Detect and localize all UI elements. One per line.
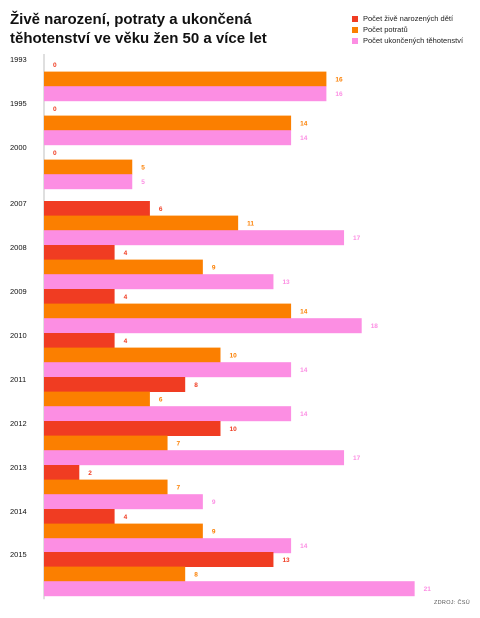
value-label-pocet-ukoncenych-tehotenstvi-2014: 14 <box>300 543 308 550</box>
value-label-pocet-ukoncenych-tehotenstvi-2011: 14 <box>300 411 308 418</box>
bar-pocet-ukoncenych-tehotenstvi-2000 <box>44 174 133 190</box>
legend-label-live-births: Počet živě narozených dětí <box>363 14 454 23</box>
bar-pocet-ukoncenych-tehotenstvi-2015 <box>44 581 415 597</box>
bar-pocet-potratu-1993 <box>44 71 327 87</box>
bar-pocet-potratu-2011 <box>44 391 150 407</box>
value-label-pocet-ukoncenych-tehotenstvi-2015: 21 <box>424 586 432 593</box>
value-label-pocet-potratu-2014: 9 <box>212 529 216 536</box>
bar-pocet-potratu-2000 <box>44 159 133 175</box>
bar-pocet-ukoncenych-tehotenstvi-2010 <box>44 362 292 378</box>
value-label-pocet-potratu-2012: 7 <box>177 441 181 448</box>
value-label-pocet-zive-narozenych-deti-2000: 0 <box>53 150 57 157</box>
bar-pocet-zive-narozenych-deti-2008 <box>44 245 115 260</box>
bar-pocet-ukoncenych-tehotenstvi-2014 <box>44 538 292 554</box>
bar-pocet-zive-narozenych-deti-2012 <box>44 421 221 436</box>
bar-pocet-potratu-2008 <box>44 259 203 275</box>
legend-swatch-abortions <box>352 26 358 33</box>
bar-pocet-potratu-2010 <box>44 347 221 363</box>
category-label-1995: 1995 <box>10 99 27 108</box>
value-label-pocet-zive-narozenych-deti-2015: 13 <box>282 557 290 564</box>
bar-pocet-potratu-2009 <box>44 303 292 319</box>
value-label-pocet-zive-narozenych-deti-2008: 4 <box>124 250 128 257</box>
category-label-2013: 2013 <box>10 463 27 472</box>
value-label-pocet-zive-narozenych-deti-2007: 6 <box>159 206 163 213</box>
bar-pocet-potratu-2015 <box>44 566 186 582</box>
value-label-pocet-ukoncenych-tehotenstvi-1995: 14 <box>300 135 308 142</box>
value-label-pocet-ukoncenych-tehotenstvi-2007: 17 <box>353 235 361 242</box>
value-label-pocet-potratu-2000: 5 <box>141 165 145 172</box>
value-label-pocet-ukoncenych-tehotenstvi-2008: 13 <box>282 279 290 286</box>
value-label-pocet-potratu-2013: 7 <box>177 485 181 492</box>
value-label-pocet-potratu-2007: 11 <box>247 221 254 228</box>
bar-pocet-zive-narozenych-deti-2011 <box>44 377 186 392</box>
chart-title: Živě narození, potraty a ukončená těhote… <box>10 11 267 47</box>
bar-pocet-zive-narozenych-deti-2007 <box>44 201 150 216</box>
value-label-pocet-zive-narozenych-deti-2010: 4 <box>124 338 128 345</box>
source-note: ZDROJ: ČSÚ <box>434 600 470 606</box>
value-label-pocet-ukoncenych-tehotenstvi-2010: 14 <box>300 367 308 374</box>
value-label-pocet-ukoncenych-tehotenstvi-2009: 18 <box>371 323 379 330</box>
category-label-2000: 2000 <box>10 143 27 152</box>
bar-pocet-ukoncenych-tehotenstvi-2013 <box>44 494 203 510</box>
value-label-pocet-zive-narozenych-deti-2014: 4 <box>124 514 128 521</box>
bar-pocet-ukoncenych-tehotenstvi-1995 <box>44 130 292 146</box>
bar-pocet-potratu-2012 <box>44 435 168 451</box>
bar-pocet-ukoncenych-tehotenstvi-2009 <box>44 318 362 334</box>
bar-pocet-ukoncenych-tehotenstvi-2008 <box>44 274 274 290</box>
bar-pocet-zive-narozenych-deti-2014 <box>44 509 115 524</box>
value-label-pocet-zive-narozenych-deti-2012: 10 <box>230 426 238 433</box>
value-label-pocet-potratu-1993: 16 <box>335 77 343 84</box>
legend-item-abortions: Počet potratů <box>352 24 463 35</box>
category-label-2009: 2009 <box>10 287 27 296</box>
value-label-pocet-zive-narozenych-deti-2009: 4 <box>124 294 128 301</box>
legend-label-terminated-pregnancies: Počet ukončených těhotenství <box>363 36 464 45</box>
value-label-pocet-zive-narozenych-deti-1995: 0 <box>53 106 57 113</box>
value-label-pocet-potratu-2008: 9 <box>212 265 216 272</box>
legend-item-live-births: Počet živě narozených dětí <box>352 13 463 24</box>
value-label-pocet-zive-narozenych-deti-2011: 8 <box>194 382 198 389</box>
bar-pocet-zive-narozenych-deti-2013 <box>44 465 80 480</box>
value-label-pocet-zive-narozenych-deti-1993: 0 <box>53 62 57 69</box>
legend-swatch-live-births <box>352 15 358 22</box>
bar-pocet-ukoncenych-tehotenstvi-2011 <box>44 406 292 422</box>
legend: Počet živě narozených dětí Počet potratů… <box>352 13 463 46</box>
bar-pocet-zive-narozenych-deti-2015 <box>44 552 274 567</box>
category-label-2008: 2008 <box>10 243 27 252</box>
value-label-pocet-ukoncenych-tehotenstvi-2000: 5 <box>141 179 145 186</box>
category-label-2012: 2012 <box>10 419 27 428</box>
bar-pocet-potratu-2014 <box>44 523 203 539</box>
legend-swatch-terminated-pregnancies <box>352 37 358 44</box>
value-label-pocet-potratu-2015: 8 <box>194 572 198 579</box>
value-label-pocet-potratu-2009: 14 <box>300 309 308 316</box>
bar-pocet-zive-narozenych-deti-2010 <box>44 333 115 348</box>
bar-pocet-ukoncenych-tehotenstvi-2012 <box>44 450 345 466</box>
category-label-2011: 2011 <box>10 375 26 384</box>
value-label-pocet-potratu-2010: 10 <box>230 353 238 360</box>
category-label-1993: 1993 <box>10 55 27 64</box>
legend-item-terminated-pregnancies: Počet ukončených těhotenství <box>352 35 463 46</box>
value-label-pocet-potratu-1995: 14 <box>300 121 308 128</box>
category-label-2010: 2010 <box>10 331 27 340</box>
value-label-pocet-ukoncenych-tehotenstvi-2012: 17 <box>353 455 361 462</box>
category-label-2014: 2014 <box>10 507 27 516</box>
value-label-pocet-ukoncenych-tehotenstvi-2013: 9 <box>212 499 216 506</box>
bar-pocet-ukoncenych-tehotenstvi-1993 <box>44 86 327 102</box>
legend-label-abortions: Počet potratů <box>363 25 408 34</box>
bar-pocet-zive-narozenych-deti-2009 <box>44 289 115 304</box>
bar-pocet-potratu-2013 <box>44 479 168 495</box>
category-label-2007: 2007 <box>10 199 27 208</box>
value-label-pocet-ukoncenych-tehotenstvi-1993: 16 <box>335 91 343 98</box>
category-label-2015: 2015 <box>10 550 27 559</box>
bar-pocet-potratu-1995 <box>44 115 292 131</box>
bar-pocet-potratu-2007 <box>44 215 239 231</box>
value-label-pocet-potratu-2011: 6 <box>159 397 163 404</box>
bar-pocet-ukoncenych-tehotenstvi-2007 <box>44 230 345 246</box>
value-label-pocet-zive-narozenych-deti-2013: 2 <box>88 470 92 477</box>
